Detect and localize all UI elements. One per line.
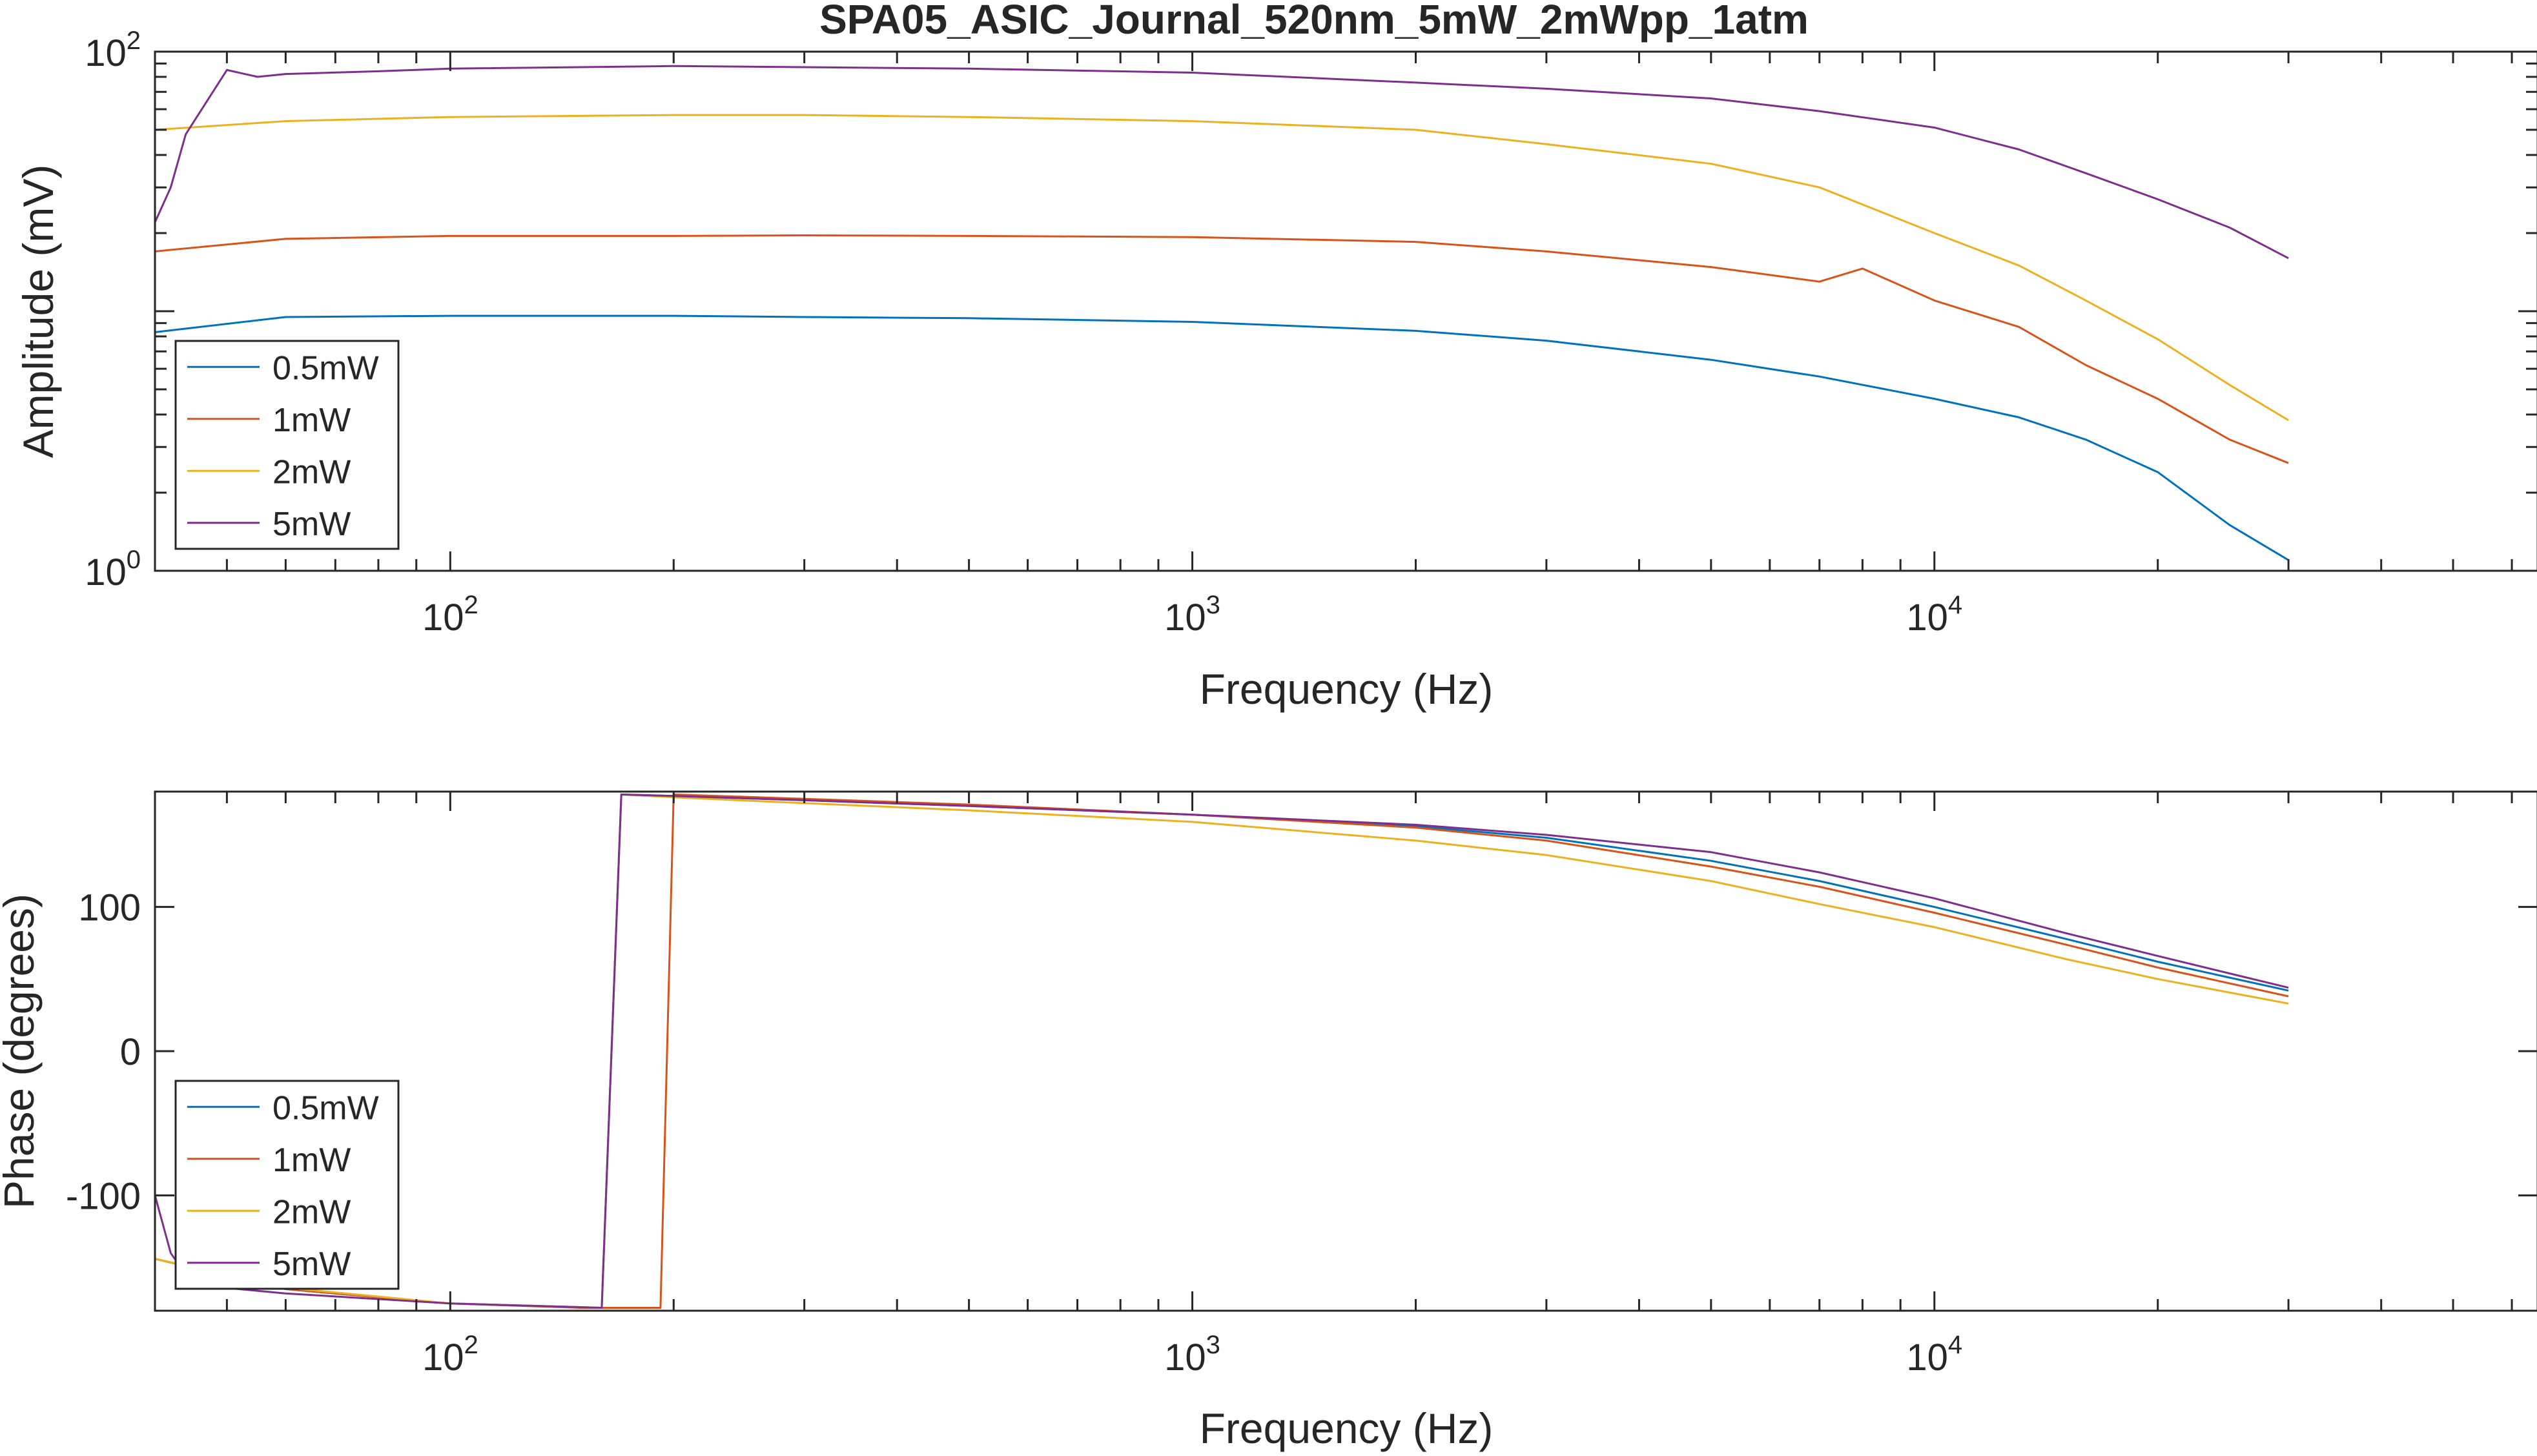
phase-x-tick-label: 103 [1164,1331,1220,1379]
phase-y-tick-label: 0 [120,1031,141,1073]
amplitude-series-line-2 [155,114,2289,422]
amplitude-x-tick-label: 103 [1164,591,1220,639]
amplitude-axes: SPA05_ASIC_Journal_520nm_5mW_2mWpp_1atm … [14,0,2537,713]
phase-legend-label-0: 0.5mW [272,1089,379,1127]
figure-title: SPA05_ASIC_Journal_520nm_5mW_2mWpp_1atm [819,0,1809,43]
amplitude-legend-label-1: 1mW [272,402,351,439]
phase-legend-label-3: 5mW [272,1246,351,1283]
phase-y-label: Phase (degrees) [0,894,43,1209]
amplitude-series-line-1 [155,234,2289,464]
phase-legend[interactable]: 0.5mW 1mW 2mW 5mW [174,1080,400,1290]
phase-axes: 102 103 104 -100 0 100 Frequency (Hz) Phase (… [0,790,2537,1452]
amplitude-y-tick-label: 102 [85,26,141,74]
amplitude-legend-box [174,340,400,550]
phase-legend-label-1: 1mW [272,1142,351,1179]
amplitude-legend-label-3: 5mW [272,506,351,543]
amplitude-x-tick-label: 102 [422,591,478,639]
phase-series-line-3 [155,794,2289,1309]
phase-x-tick-label: 102 [422,1331,478,1379]
amplitude-ticks: 102 103 104 100 102 [85,26,2537,639]
phase-axes-frame [154,790,2537,1312]
amplitude-y-tick-label: 100 [85,546,141,593]
amplitude-x-label: Frequency (Hz) [1200,665,1494,713]
amplitude-legend[interactable]: 0.5mW 1mW 2mW 5mW [174,340,400,550]
amplitude-legend-label-2: 2mW [272,453,351,491]
amplitude-series-line-0 [155,314,2289,561]
phase-y-tick-label: 100 [78,887,141,929]
amplitude-axes-frame [154,50,2537,572]
amplitude-x-tick-label: 104 [1906,591,1962,639]
amplitude-legend-label-0: 0.5mW [272,349,379,387]
phase-x-tick-label: 104 [1906,1331,1962,1379]
phase-series-group [155,794,2289,1309]
amplitude-series-line-3 [155,65,2289,260]
phase-legend-label-2: 2mW [272,1193,351,1231]
phase-legend-box [174,1080,400,1290]
amplitude-series-group [155,65,2289,561]
amplitude-y-label: Amplitude (mV) [14,165,62,458]
phase-y-tick-label: -100 [66,1175,141,1217]
phase-x-label: Frequency (Hz) [1200,1404,1494,1452]
phase-ticks: 102 103 104 -100 0 100 [66,792,2537,1379]
